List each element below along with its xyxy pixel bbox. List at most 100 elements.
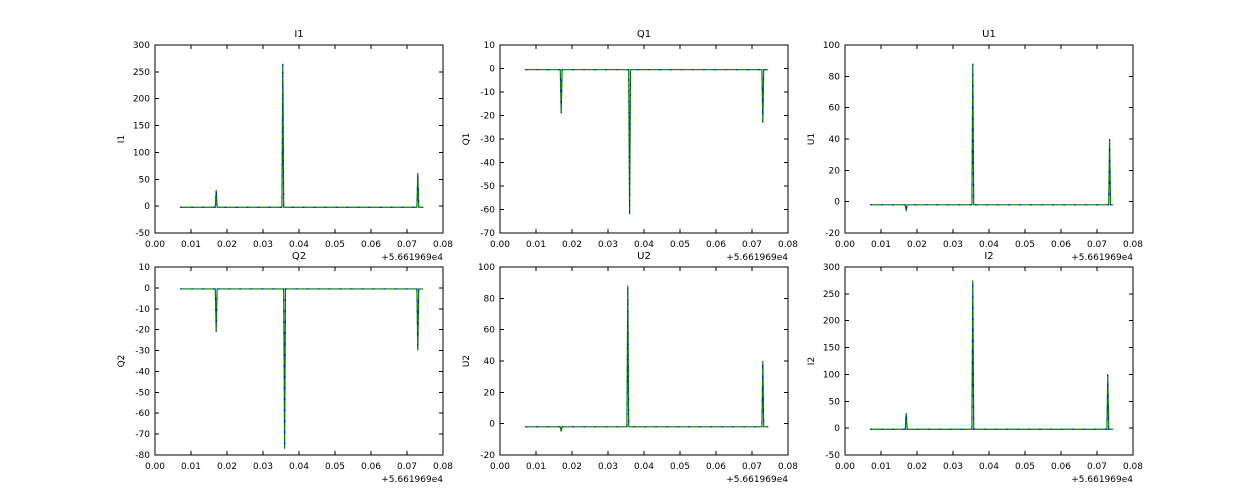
- x-tick-label: 0.00: [490, 462, 510, 472]
- y-tick-label: 150: [133, 122, 150, 132]
- x-tick-label: 0.02: [562, 462, 582, 472]
- y-axis-label: U2: [462, 355, 472, 367]
- x-offset-label: +5.661969e4: [726, 475, 788, 485]
- x-tick-label: 0.06: [361, 240, 381, 250]
- y-axis-label: Q2: [117, 355, 127, 368]
- x-tick-label: 0.03: [943, 462, 963, 472]
- trace-green: [525, 285, 769, 432]
- x-tick-label: 0.03: [943, 240, 963, 250]
- y-tick-label: -10: [480, 88, 495, 98]
- x-tick-label: 0.05: [325, 240, 345, 250]
- y-tick-label: 0: [144, 202, 150, 212]
- x-tick-label: 0.01: [871, 462, 891, 472]
- subplot-title: Q1: [637, 29, 651, 40]
- trace-blue: [525, 285, 769, 432]
- x-tick-label: 0.01: [526, 240, 546, 250]
- y-tick-label: 20: [484, 388, 496, 398]
- x-tick-label: 0.04: [979, 240, 999, 250]
- x-tick-label: 0.04: [634, 462, 654, 472]
- y-tick-label: -20: [825, 229, 840, 239]
- x-tick-label: 0.08: [778, 240, 798, 250]
- axes-box: [154, 44, 444, 234]
- trace-blue: [870, 63, 1114, 212]
- x-offset-label: +5.661969e4: [1071, 475, 1133, 485]
- y-tick-label: 0: [834, 424, 840, 434]
- y-tick-label: -50: [135, 388, 150, 398]
- y-tick-label: -10: [135, 305, 150, 315]
- y-tick-label: 10: [139, 263, 151, 273]
- trace-blue: [525, 69, 769, 215]
- subplot-I1: 0.00 0.01 0.02 0.03 0.04 0.05 0.06 0.07 0.08 -50 0…: [117, 29, 453, 263]
- x-tick-label: 0.08: [433, 462, 453, 472]
- x-tick-label: 0.07: [397, 240, 417, 250]
- y-axis-label: I1: [117, 135, 127, 143]
- y-tick-label: 250: [133, 68, 150, 78]
- x-tick-label: 0.01: [181, 240, 201, 250]
- trace-green: [525, 69, 769, 215]
- x-tick-label: 0.05: [1015, 240, 1035, 250]
- axes-box: [499, 44, 789, 234]
- x-tick-label: 0.06: [1051, 462, 1071, 472]
- x-tick-label: 0.03: [253, 240, 273, 250]
- x-tick-label: 0.08: [433, 240, 453, 250]
- y-tick-label: -30: [135, 347, 150, 357]
- trace-green: [180, 288, 424, 449]
- trace-green: [870, 63, 1114, 212]
- x-tick-label: 0.03: [253, 462, 273, 472]
- x-tick-label: 0.04: [289, 240, 309, 250]
- y-tick-label: 150: [823, 344, 840, 354]
- x-tick-label: 0.05: [1015, 462, 1035, 472]
- x-tick-label: 0.08: [1123, 240, 1143, 250]
- x-tick-label: 0.08: [1123, 462, 1143, 472]
- x-tick-label: 0.06: [706, 240, 726, 250]
- x-tick-label: 0.02: [907, 462, 927, 472]
- x-tick-label: 0.04: [289, 462, 309, 472]
- y-tick-label: -50: [825, 451, 840, 461]
- y-tick-label: 80: [829, 72, 841, 82]
- x-tick-label: 0.06: [706, 462, 726, 472]
- y-tick-label: 100: [823, 41, 840, 51]
- x-tick-label: 0.00: [145, 240, 165, 250]
- x-tick-label: 0.00: [835, 240, 855, 250]
- x-offset-label: +5.661969e4: [726, 253, 788, 263]
- y-tick-label: -70: [135, 430, 150, 440]
- axes-box: [844, 266, 1134, 456]
- x-tick-label: 0.07: [742, 240, 762, 250]
- y-tick-label: -20: [480, 112, 495, 122]
- y-tick-label: 60: [484, 326, 496, 336]
- subplot-title: Q2: [292, 251, 306, 262]
- x-tick-label: 0.02: [907, 240, 927, 250]
- subplot-title: I1: [294, 29, 303, 40]
- subplot-Q1: 0.00 0.01 0.02 0.03 0.04 0.05 0.06 0.07 0.08 -70 -…: [462, 29, 798, 263]
- x-tick-label: 0.07: [742, 462, 762, 472]
- x-tick-label: 0.07: [397, 462, 417, 472]
- subplot-title: I2: [984, 251, 993, 262]
- x-tick-label: 0.03: [598, 462, 618, 472]
- subplot-I2: 0.00 0.01 0.02 0.03 0.04 0.05 0.06 0.07 0.08 -50 0…: [807, 251, 1143, 485]
- y-tick-label: 0: [834, 198, 840, 208]
- x-tick-label: 0.05: [670, 462, 690, 472]
- x-offset-label: +5.661969e4: [381, 253, 443, 263]
- y-tick-label: -60: [135, 409, 150, 419]
- y-tick-label: 250: [823, 290, 840, 300]
- y-tick-label: -40: [480, 159, 495, 169]
- subplot-title: U2: [637, 251, 651, 262]
- y-tick-label: 60: [829, 104, 841, 114]
- y-tick-label: 50: [829, 397, 841, 407]
- y-tick-label: -20: [480, 451, 495, 461]
- y-tick-label: 0: [489, 65, 495, 75]
- x-tick-label: 0.08: [778, 462, 798, 472]
- y-tick-label: 300: [823, 263, 840, 273]
- y-tick-label: -40: [135, 367, 150, 377]
- y-tick-label: -60: [480, 206, 495, 216]
- x-tick-label: 0.02: [217, 462, 237, 472]
- y-tick-label: 100: [478, 263, 495, 273]
- y-tick-label: 200: [823, 317, 840, 327]
- y-tick-label: -70: [480, 229, 495, 239]
- y-tick-label: 200: [133, 95, 150, 105]
- x-tick-label: 0.05: [670, 240, 690, 250]
- y-tick-label: 40: [484, 357, 496, 367]
- y-tick-label: 0: [144, 284, 150, 294]
- x-tick-label: 0.05: [325, 462, 345, 472]
- y-tick-label: -20: [135, 326, 150, 336]
